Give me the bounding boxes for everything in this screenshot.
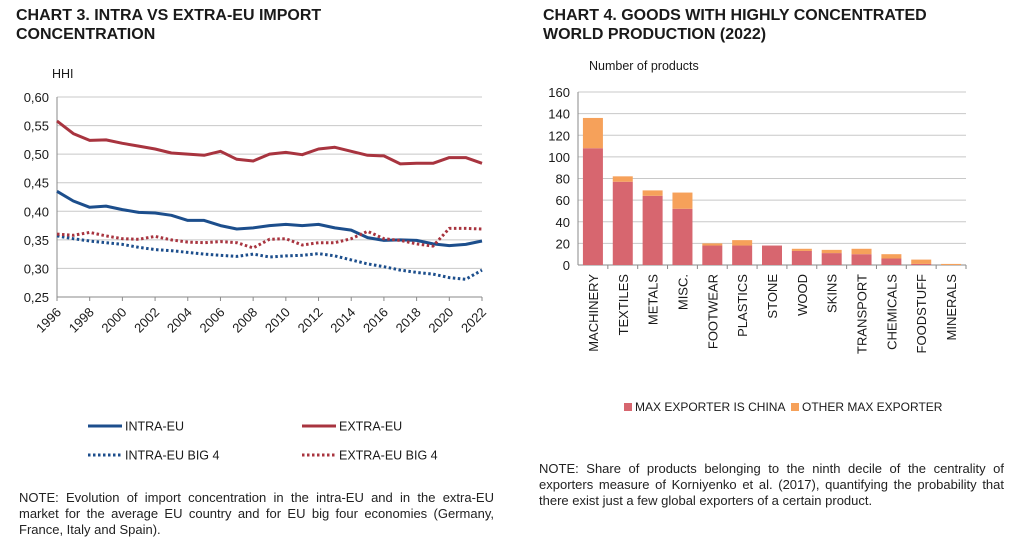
chart4-note: NOTE: Share of products belonging to the… xyxy=(539,461,1004,508)
chart3-title-line2: CONCENTRATION xyxy=(16,26,156,43)
chart3-x-tick-label: 2022 xyxy=(458,305,489,336)
chart4-bar-segment xyxy=(702,245,723,265)
chart4-bar-segment xyxy=(672,192,693,209)
chart3-series-line xyxy=(56,190,483,248)
chart3-x-tick-label: 2014 xyxy=(327,305,358,336)
chart4-bar-segment xyxy=(582,117,603,149)
chart3-y-tick-label: 0,30 xyxy=(24,261,49,276)
chart4-bar-segment xyxy=(821,249,842,254)
chart4-y-tick-label: 160 xyxy=(548,85,570,100)
chart4-bar-segment xyxy=(762,245,782,265)
chart4-bar-segment xyxy=(582,148,603,265)
chart4-bar-segment xyxy=(732,240,753,246)
chart4-bar-segment xyxy=(702,243,723,246)
chart4-title-line1: CHART 4. GOODS WITH HIGHLY CONCENTRATED xyxy=(543,7,927,24)
chart4-y-tick-label: 40 xyxy=(556,215,570,230)
chart4-bar-segment xyxy=(642,195,663,265)
chart4-legend-swatch xyxy=(624,403,632,411)
chart4-legend-label: MAX EXPORTER IS CHINA xyxy=(635,400,785,414)
chart4-y-axis-label: Number of products xyxy=(589,59,699,73)
chart4-y-tick-label: 20 xyxy=(556,236,570,251)
chart4-y-tick-label: 120 xyxy=(548,128,570,143)
chart4-bar-segment xyxy=(881,254,902,259)
chart3-y-axis-label: HHI xyxy=(52,67,74,81)
chart3-x-tick-label: 2020 xyxy=(425,305,456,336)
chart3-x-tick-label: 1998 xyxy=(66,305,97,336)
chart3-x-tick-label: 2006 xyxy=(197,305,228,336)
chart3-x-tick-label: 2002 xyxy=(131,305,162,336)
chart4-bar-segment xyxy=(791,248,812,251)
chart4-y-tick-label: 80 xyxy=(556,172,570,187)
chart4-x-tick-label: TRANSPORT xyxy=(855,274,870,354)
chart4-y-tick-label: 0 xyxy=(563,258,570,273)
chart3-x-tick-label: 2008 xyxy=(229,305,260,336)
chart3-title-line1: CHART 3. INTRA VS EXTRA-EU IMPORT xyxy=(16,7,322,24)
chart4-y-tick-label: 60 xyxy=(556,193,570,208)
chart3-note: NOTE: Evolution of import concentration … xyxy=(19,490,494,537)
chart3-legend-label: INTRA-EU BIG 4 xyxy=(125,449,220,463)
chart3-x-tick-label: 2018 xyxy=(393,305,424,336)
chart3-y-tick-label: 0,25 xyxy=(24,290,49,305)
chart3-y-tick-label: 0,60 xyxy=(24,90,49,105)
chart3-x-tick-label: 1996 xyxy=(33,305,64,336)
chart3-x-tick-label: 2016 xyxy=(360,305,391,336)
chart4-x-tick-label: SKINS xyxy=(825,274,840,313)
chart4-bar-segment xyxy=(732,245,753,265)
chart3-series-line xyxy=(56,226,483,250)
chart3-y-tick-label: 0,45 xyxy=(24,176,49,191)
chart4-bar-segment xyxy=(642,190,663,196)
chart3-y-tick-label: 0,35 xyxy=(24,233,49,248)
chart3-legend-label: EXTRA-EU BIG 4 xyxy=(339,449,438,463)
chart4-x-tick-label: PLASTICS xyxy=(735,274,750,337)
chart3-series-line xyxy=(56,234,483,281)
chart3-legend-label: EXTRA-EU xyxy=(339,420,402,434)
chart4-x-tick-label: MACHINERY xyxy=(586,274,601,352)
chart4-bar-segment xyxy=(881,258,902,265)
chart3-y-tick-label: 0,55 xyxy=(24,119,49,134)
chart3-x-tick-label: 2004 xyxy=(164,305,195,336)
chart3-title: CHART 3. INTRA VS EXTRA-EU IMPORT CONCEN… xyxy=(16,6,321,44)
chart3-x-tick-label: 2012 xyxy=(295,305,326,336)
chart4-legend-label: OTHER MAX EXPORTER xyxy=(802,400,943,414)
chart4-bar-segment xyxy=(672,208,693,265)
chart3-y-tick-label: 0,50 xyxy=(24,147,49,162)
chart4-bar-segment xyxy=(911,263,932,265)
chart3-x-tick-label: 2010 xyxy=(262,305,293,336)
chart4-bar-segment xyxy=(612,176,633,182)
chart4-bar-segment xyxy=(941,263,962,265)
chart3-y-tick-label: 0,40 xyxy=(24,204,49,219)
chart4-bar-segment xyxy=(911,259,932,264)
chart4-y-tick-label: 100 xyxy=(548,150,570,165)
chart4-legend-swatch xyxy=(791,403,799,411)
chart4-x-tick-label: FOOTWEAR xyxy=(705,274,720,349)
chart4-x-tick-label: FOODSTUFF xyxy=(914,274,929,353)
chart4-title-line2: WORLD PRODUCTION (2022) xyxy=(543,26,767,43)
chart4-bar-segment xyxy=(851,254,872,265)
chart4-bar-segment xyxy=(791,250,812,265)
chart4-x-tick-label: STONE xyxy=(765,274,780,319)
chart4-x-tick-label: TEXTILES xyxy=(616,274,631,336)
chart4-x-tick-label: METALS xyxy=(646,274,661,325)
chart4-x-tick-label: MINERALS xyxy=(944,274,959,341)
chart4-x-tick-label: WOOD xyxy=(795,274,810,316)
chart3-x-tick-label: 2000 xyxy=(98,305,129,336)
chart3-legend-label: INTRA-EU xyxy=(125,420,184,434)
chart3-series-line xyxy=(56,119,483,166)
chart4-bar-segment xyxy=(612,181,633,265)
chart4-x-tick-label: MISC. xyxy=(675,274,690,310)
chart4-title: CHART 4. GOODS WITH HIGHLY CONCENTRATED … xyxy=(543,6,927,44)
chart4-bar-segment xyxy=(851,248,872,255)
chart4-y-tick-label: 140 xyxy=(548,107,570,122)
chart4-x-tick-label: CHEMICALS xyxy=(884,274,899,350)
chart4-bar-segment xyxy=(821,253,842,265)
